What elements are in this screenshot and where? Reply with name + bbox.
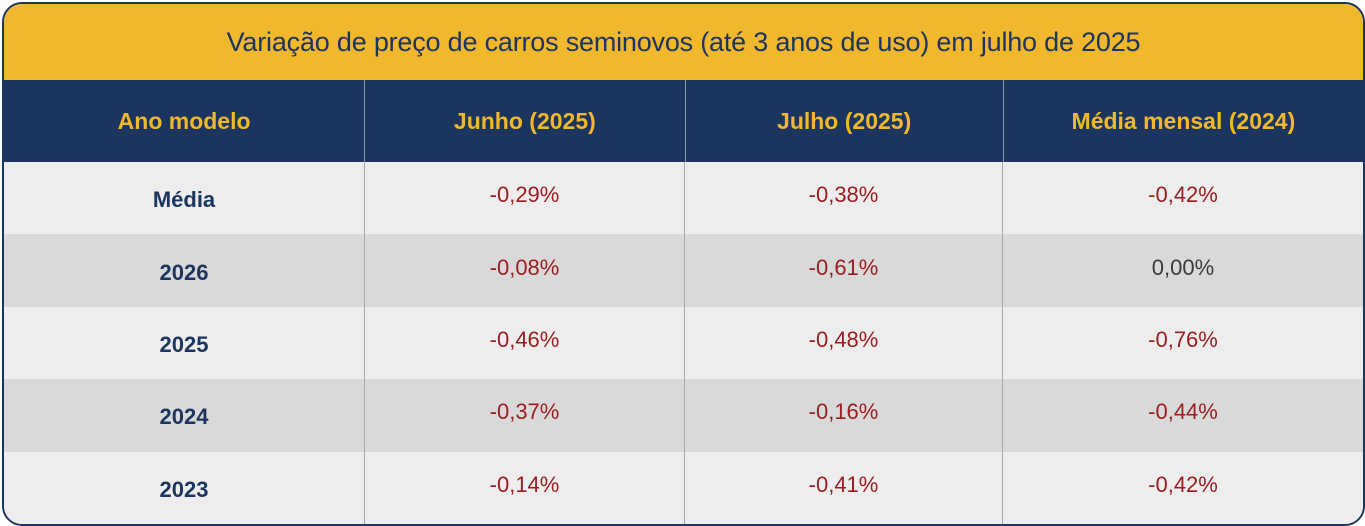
table-row: 2024 -0,37% -0,16% -0,44% xyxy=(4,379,1363,452)
table-row: 2025 -0,46% -0,48% -0,76% xyxy=(4,306,1363,380)
title-bar: Variação de preço de carros seminovos (a… xyxy=(4,4,1363,80)
table-row: 2026 -0,08% -0,61% 0,00% xyxy=(4,234,1363,307)
table-body: Média -0,29% -0,38% -0,42% 2026 -0,08% -0,61% 0… xyxy=(4,162,1363,524)
cell-junho-2025: -0,37% xyxy=(365,379,685,452)
cell-media-mensal-2024: 0,00% xyxy=(1151,254,1215,280)
row-label: 2023 xyxy=(4,451,365,524)
table-header-row: Ano modelo Junho (2025) Julho (2025) Méd… xyxy=(4,80,1363,162)
table-title: Variação de preço de carros seminovos (a… xyxy=(226,26,1141,57)
row-label: 2025 xyxy=(4,306,365,380)
header-julho-2025: Julho (2025) xyxy=(686,80,1004,162)
cell-julho-2025: -0,38% xyxy=(685,162,1003,235)
header-junho-2025: Junho (2025) xyxy=(365,80,686,162)
header-media-mensal-2024: Média mensal (2024) xyxy=(1071,107,1296,134)
table-row: 2023 -0,14% -0,41% -0,42% xyxy=(4,451,1363,524)
cell-media-mensal-2024: -0,76% xyxy=(1148,326,1218,352)
cell-junho-2025: -0,08% xyxy=(365,234,685,307)
cell-junho-2025: -0,14% xyxy=(365,451,685,524)
cell-julho-2025: -0,48% xyxy=(685,306,1003,380)
row-label: 2024 xyxy=(4,379,365,452)
cell-media-mensal-2024: -0,44% xyxy=(1148,399,1218,425)
row-label: 2026 xyxy=(4,234,365,307)
cell-julho-2025: -0,16% xyxy=(685,379,1003,452)
row-label: Média xyxy=(4,162,365,235)
header-ano-modelo: Ano modelo xyxy=(4,80,366,162)
cell-julho-2025: -0,41% xyxy=(685,451,1003,524)
cell-junho-2025: -0,46% xyxy=(365,306,685,380)
cell-media-mensal-2024: -0,42% xyxy=(1148,471,1218,497)
table-row: Média -0,29% -0,38% -0,42% xyxy=(4,162,1363,235)
cell-media-mensal-2024: -0,42% xyxy=(1148,182,1218,208)
cell-julho-2025: -0,61% xyxy=(685,234,1003,307)
cell-junho-2025: -0,29% xyxy=(365,162,685,235)
